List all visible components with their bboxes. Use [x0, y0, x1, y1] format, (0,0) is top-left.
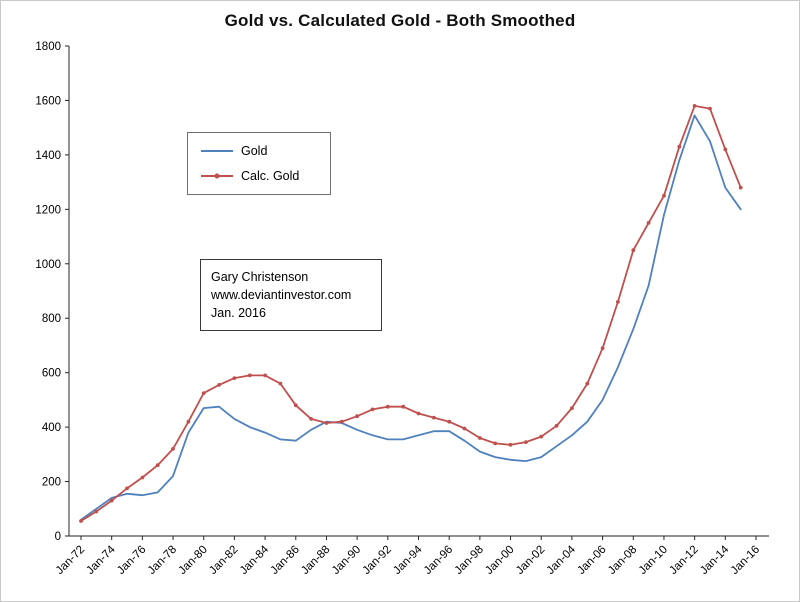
svg-text:Jan-74: Jan-74	[84, 543, 118, 577]
svg-text:Jan-78: Jan-78	[146, 544, 179, 577]
svg-text:Jan-72: Jan-72	[54, 544, 87, 577]
svg-text:Jan-76: Jan-76	[115, 544, 148, 577]
svg-text:1400: 1400	[35, 150, 61, 162]
svg-text:Jan-14: Jan-14	[698, 543, 732, 577]
svg-text:1000: 1000	[35, 259, 61, 271]
legend-label-calc-gold: Calc. Gold	[241, 169, 300, 183]
svg-text:Jan-88: Jan-88	[299, 544, 332, 577]
legend-label-gold: Gold	[241, 144, 268, 158]
svg-text:Jan-12: Jan-12	[667, 544, 700, 577]
calc-gold-line-sample-icon	[201, 173, 233, 179]
svg-text:1800: 1800	[35, 41, 61, 53]
svg-text:Jan-92: Jan-92	[361, 544, 394, 577]
annotation-box: Gary Christenson www.deviantinvestor.com…	[200, 259, 382, 332]
annotation-line-date: Jan. 2016	[211, 306, 266, 321]
svg-text:Jan-82: Jan-82	[207, 544, 240, 577]
svg-text:Jan-98: Jan-98	[453, 544, 486, 577]
svg-text:Jan-94: Jan-94	[391, 543, 425, 577]
svg-text:600: 600	[42, 368, 61, 380]
svg-text:Jan-02: Jan-02	[514, 544, 547, 577]
chart-legend: Gold Calc. Gold	[187, 132, 331, 195]
svg-text:1600: 1600	[35, 95, 61, 107]
svg-text:Jan-04: Jan-04	[545, 543, 579, 577]
svg-text:Jan-80: Jan-80	[176, 544, 209, 577]
annotation-line-author: Gary Christenson	[211, 270, 309, 284]
svg-text:Jan-86: Jan-86	[269, 544, 302, 577]
legend-item-calc-gold: Calc. Gold	[200, 169, 318, 183]
gold-line-sample-icon	[201, 150, 233, 152]
svg-text:Jan-84: Jan-84	[238, 543, 272, 577]
svg-text:400: 400	[42, 422, 61, 434]
svg-text:Jan-08: Jan-08	[606, 544, 639, 577]
svg-text:Jan-06: Jan-06	[575, 544, 608, 577]
svg-text:0: 0	[55, 531, 61, 543]
legend-item-gold: Gold	[200, 144, 318, 158]
svg-text:200: 200	[42, 477, 61, 489]
svg-text:Jan-16: Jan-16	[729, 544, 762, 577]
svg-text:800: 800	[42, 313, 61, 325]
svg-text:1200: 1200	[35, 204, 61, 216]
svg-text:Jan-96: Jan-96	[422, 544, 455, 577]
svg-text:Jan-10: Jan-10	[637, 544, 670, 577]
svg-text:Jan-90: Jan-90	[330, 544, 363, 577]
annotation-line-site: www.deviantinvestor.com	[211, 288, 352, 303]
svg-text:Jan-00: Jan-00	[483, 544, 516, 577]
chart-title: Gold vs. Calculated Gold - Both Smoothed	[224, 11, 576, 30]
